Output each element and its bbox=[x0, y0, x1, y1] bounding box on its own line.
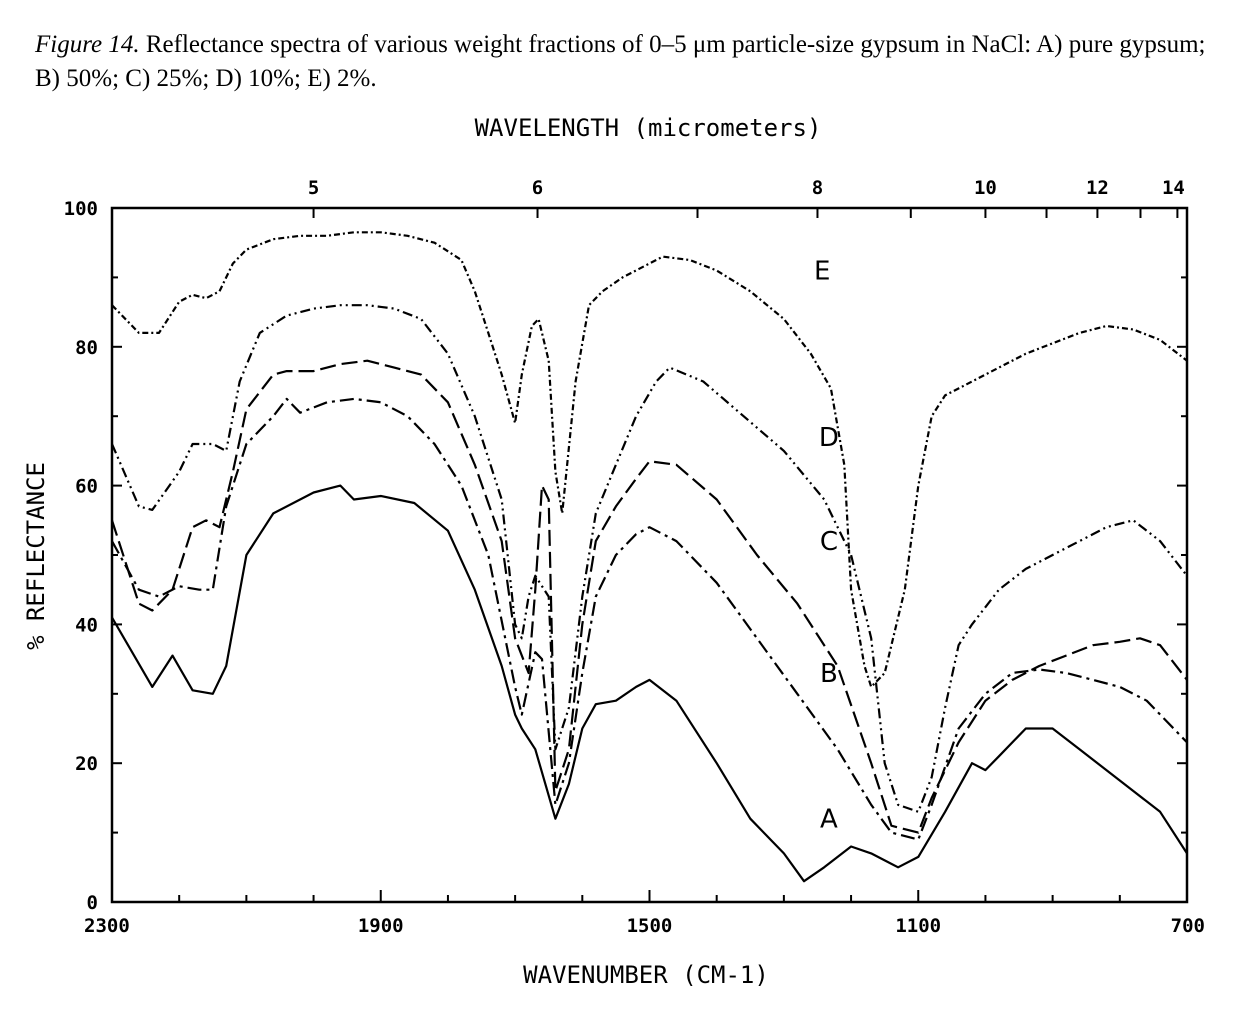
series-line-a bbox=[111, 484, 1188, 883]
axis-ticks bbox=[111, 207, 1188, 903]
plot-frame bbox=[110, 206, 1189, 904]
top-tick-label: 8 bbox=[812, 177, 823, 199]
spectra-curves bbox=[110, 231, 1188, 883]
caption-text: Reflectance spectra of various weight fr… bbox=[35, 31, 1206, 92]
top-tick-label: 14 bbox=[1162, 177, 1185, 199]
x-tick-label: 1500 bbox=[627, 915, 673, 937]
y-tick-label: 80 bbox=[75, 337, 98, 359]
top-axis-title: WAVELENGTH (micrometers) bbox=[475, 114, 822, 142]
y-tick-label: 60 bbox=[75, 476, 98, 498]
y-tick-label: 0 bbox=[87, 892, 98, 914]
y-tick-label: 40 bbox=[75, 614, 98, 636]
x-tick-label: 2300 bbox=[84, 915, 130, 937]
y-axis-title: % REFLECTANCE bbox=[22, 462, 50, 650]
curve-label-e: E bbox=[814, 256, 830, 286]
series-line-c bbox=[110, 359, 1188, 834]
figure-label: Figure 14. bbox=[35, 31, 140, 58]
top-tick-label: 6 bbox=[532, 177, 543, 199]
x-tick-label: 1900 bbox=[358, 915, 404, 937]
x-tick-label: 700 bbox=[1171, 915, 1205, 937]
tick-labels: 0 20 40 60 80 100 2300 1900 1500 1100 700 5 6 8 10 12 14… bbox=[64, 177, 1205, 937]
y-tick-label: 100 bbox=[64, 198, 98, 220]
top-tick-label: 12 bbox=[1086, 177, 1109, 199]
curve-label-c: C bbox=[820, 527, 838, 557]
series-line-b bbox=[111, 397, 1188, 841]
y-tick-label: 20 bbox=[75, 753, 98, 775]
top-tick-label: 10 bbox=[974, 177, 997, 199]
top-tick-label: 5 bbox=[308, 177, 319, 199]
x-axis-title: WAVENUMBER (CM-1) bbox=[523, 961, 769, 989]
curve-label-a: A bbox=[820, 805, 838, 835]
series-line-d bbox=[110, 304, 1188, 813]
figure-caption: Figure 14. Reflectance spectra of variou… bbox=[35, 28, 1215, 96]
x-tick-label: 1100 bbox=[895, 915, 941, 937]
curve-label-b: B bbox=[820, 659, 838, 689]
curve-label-d: D bbox=[819, 423, 839, 453]
series-line-e bbox=[111, 231, 1188, 688]
